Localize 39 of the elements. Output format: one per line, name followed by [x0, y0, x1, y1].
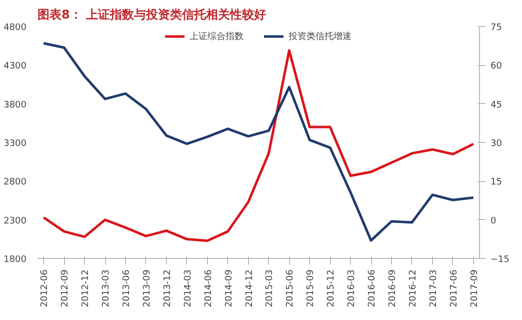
y-tick-label: 3300 — [4, 139, 27, 149]
x-tick-label: 2014-09 — [224, 269, 234, 308]
x-tick-label: 2013-09 — [142, 269, 152, 308]
x-tick-label: 2016-06 — [368, 269, 378, 308]
x-tick-label: 2015-12 — [326, 269, 337, 308]
x-tick-label: 2014-06 — [204, 269, 214, 308]
y-tick-label: 1800 — [4, 255, 27, 265]
y2-tick-label: 15 — [490, 178, 502, 188]
y-tick-label: 4800 — [4, 23, 27, 33]
x-tick-label: 2012-09 — [60, 269, 71, 308]
x-tick-label: 2016-09 — [388, 269, 398, 308]
x-tick-label: 2017-09 — [470, 269, 480, 308]
y2-tick-label: 30 — [490, 139, 502, 149]
x-tick-label: 2017-06 — [449, 269, 460, 308]
y-tick-label: 3800 — [4, 100, 27, 110]
chart-title: 图表8： 上证指数与投资类信托相关性较好 — [38, 8, 266, 22]
y-tick-label: 4300 — [4, 62, 27, 72]
x-tick-label: 2016-12 — [408, 269, 418, 308]
legend-label: 上证综合指数 — [190, 30, 244, 42]
x-tick-label: 2017-03 — [428, 269, 439, 308]
x-tick-label: 2013-03 — [102, 269, 112, 308]
y2-tick-label: 0 — [490, 216, 496, 226]
y2-tick-label: 45 — [490, 100, 502, 110]
x-tick-label: 2015-03 — [265, 269, 276, 308]
y-tick-label: 2300 — [4, 216, 27, 226]
x-tick-label: 2014-12 — [244, 269, 255, 308]
x-tick-label: 2013-06 — [122, 269, 132, 308]
legend-label: 投资类信托增速 — [288, 30, 352, 42]
x-tick-label: 2012-06 — [40, 269, 50, 308]
x-tick-label: 2016-03 — [347, 269, 358, 308]
y-tick-label: 2800 — [4, 178, 27, 188]
x-tick-label: 2012-12 — [81, 269, 92, 308]
y2-tick-label: −15 — [490, 255, 510, 265]
x-tick-label: 2015-09 — [306, 269, 316, 308]
x-tick-label: 2013-12 — [162, 269, 173, 308]
y2-tick-label: 60 — [490, 62, 502, 72]
x-tick-label: 2014-03 — [183, 269, 194, 308]
y2-tick-label: 75 — [490, 23, 502, 33]
x-tick-label: 2015-06 — [286, 269, 296, 308]
